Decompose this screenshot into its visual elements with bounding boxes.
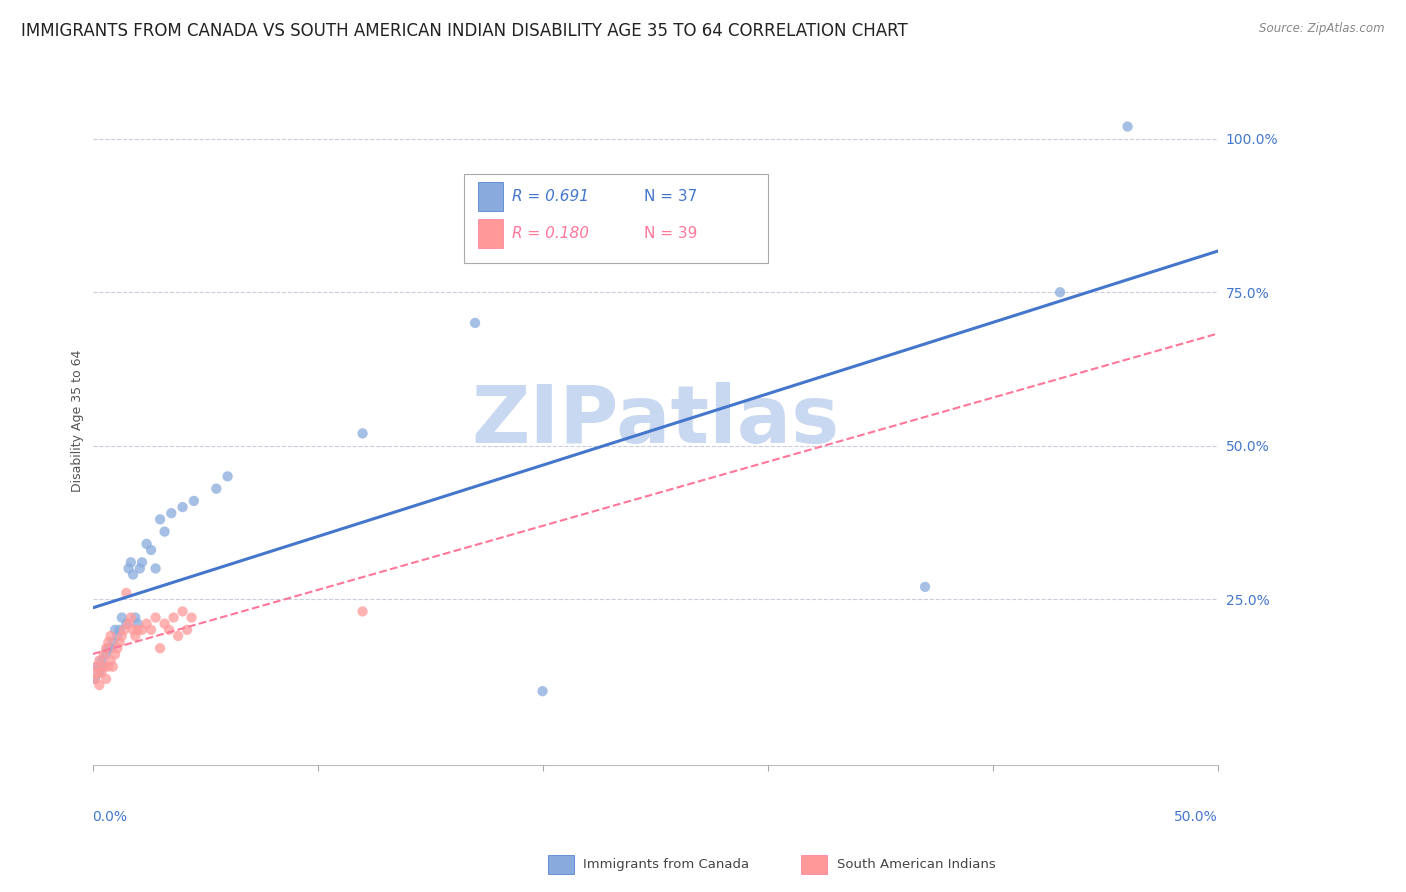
Point — [120, 610, 142, 624]
Text: IMMIGRANTS FROM CANADA VS SOUTH AMERICAN INDIAN DISABILITY AGE 35 TO 64 CORRELAT: IMMIGRANTS FROM CANADA VS SOUTH AMERICAN… — [21, 22, 908, 40]
Point — [93, 648, 115, 662]
Point — [89, 665, 111, 680]
Point — [100, 641, 122, 656]
Text: Source: ZipAtlas.com: Source: ZipAtlas.com — [1260, 22, 1385, 36]
Point — [108, 635, 131, 649]
Point — [160, 506, 183, 520]
Point — [139, 543, 162, 558]
Point — [90, 665, 112, 680]
Point — [115, 616, 138, 631]
Point — [100, 653, 122, 667]
Point — [352, 604, 374, 618]
Point — [111, 610, 134, 624]
Point — [115, 586, 138, 600]
Text: R = 0.691: R = 0.691 — [512, 189, 589, 204]
Point — [122, 567, 145, 582]
Point — [131, 555, 153, 569]
Point — [176, 623, 198, 637]
Point — [172, 500, 194, 514]
Point — [104, 623, 127, 637]
Point — [86, 659, 108, 673]
Point — [86, 659, 108, 673]
Point — [122, 623, 145, 637]
Point — [135, 616, 157, 631]
Point — [124, 610, 146, 624]
Bar — [478, 182, 503, 211]
Point — [162, 610, 184, 624]
Point — [914, 580, 936, 594]
Point — [94, 641, 117, 656]
Point — [108, 623, 131, 637]
FancyBboxPatch shape — [464, 174, 768, 263]
Text: Immigrants from Canada: Immigrants from Canada — [583, 858, 749, 871]
Point — [139, 623, 162, 637]
Point — [145, 561, 167, 575]
Y-axis label: Disability Age 35 to 64: Disability Age 35 to 64 — [72, 350, 84, 492]
Point — [1049, 285, 1071, 300]
Point — [167, 629, 190, 643]
Point — [127, 623, 149, 637]
Bar — [478, 219, 503, 248]
Point — [97, 659, 120, 673]
Point — [153, 616, 176, 631]
Text: N = 39: N = 39 — [644, 226, 697, 241]
Point — [145, 610, 167, 624]
Point — [127, 616, 149, 631]
Point — [157, 623, 180, 637]
Text: 50.0%: 50.0% — [1174, 810, 1218, 823]
Point — [97, 641, 120, 656]
Point — [131, 623, 153, 637]
Point — [183, 494, 205, 508]
Point — [172, 604, 194, 618]
Point — [105, 629, 128, 643]
Point — [83, 672, 105, 686]
Point — [94, 672, 117, 686]
Point — [217, 469, 239, 483]
Point — [1116, 120, 1139, 134]
Text: R = 0.180: R = 0.180 — [512, 226, 589, 241]
Point — [83, 672, 105, 686]
Point — [89, 653, 111, 667]
Point — [100, 629, 122, 643]
Point — [180, 610, 202, 624]
Point — [117, 561, 139, 575]
Point — [93, 659, 115, 673]
Point — [94, 648, 117, 662]
Point — [128, 561, 150, 575]
Point — [112, 623, 135, 637]
Point — [120, 555, 142, 569]
Point — [205, 482, 228, 496]
Point — [101, 635, 124, 649]
Point — [149, 512, 172, 526]
Text: N = 37: N = 37 — [644, 189, 697, 204]
Point — [93, 659, 115, 673]
Text: ZIPatlas: ZIPatlas — [471, 382, 839, 460]
Point — [153, 524, 176, 539]
Point — [531, 684, 554, 698]
Point — [97, 635, 120, 649]
Point — [135, 537, 157, 551]
Point — [111, 629, 134, 643]
Text: 0.0%: 0.0% — [93, 810, 128, 823]
Point — [101, 659, 124, 673]
Point — [105, 641, 128, 656]
Point — [90, 653, 112, 667]
Point — [464, 316, 486, 330]
Point — [117, 616, 139, 631]
Point — [149, 641, 172, 656]
Point — [104, 648, 127, 662]
Point — [89, 678, 111, 692]
Point — [124, 629, 146, 643]
Text: South American Indians: South American Indians — [837, 858, 995, 871]
Point — [86, 665, 108, 680]
Point — [352, 426, 374, 441]
